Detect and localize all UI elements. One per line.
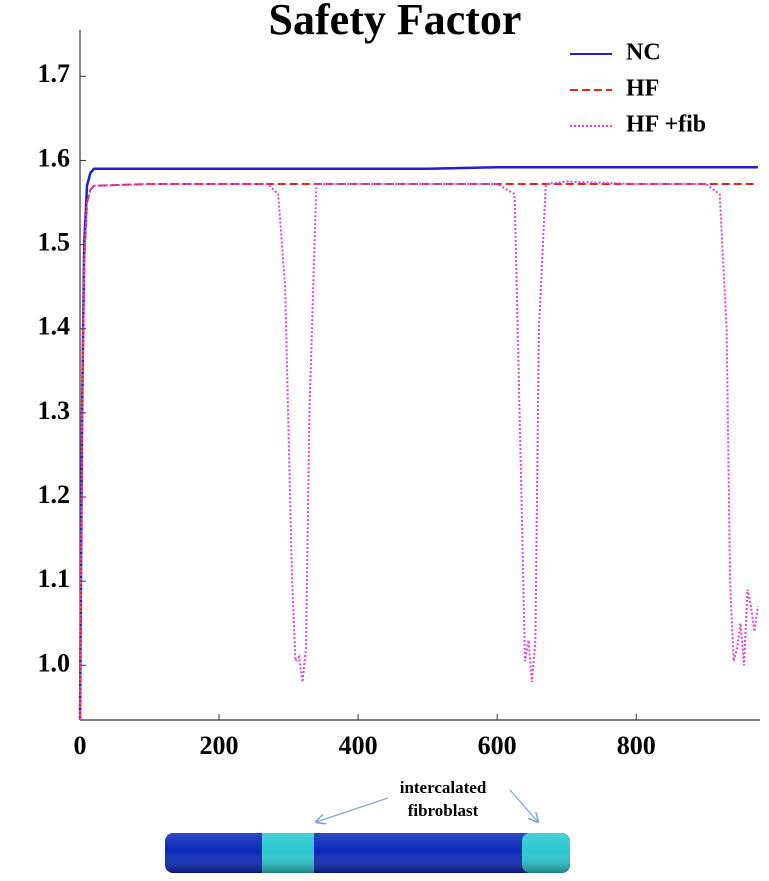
series-line [78,165,758,721]
y-tick-label: 1.6 [38,143,71,172]
series-line [79,180,759,721]
annotation: intercalated [400,778,487,797]
x-tick-label: 800 [617,731,656,760]
annotation: fibroblast [408,801,479,820]
series-line [79,183,758,721]
legend-label: NC [626,40,661,66]
x-tick-label: 600 [478,731,517,760]
x-tick-label: 200 [200,731,239,760]
y-tick-label: 1.0 [38,648,71,677]
y-tick-label: 1.5 [38,228,71,257]
cylinder [165,789,570,873]
y-tick-label: 1.4 [38,312,71,341]
chart-title: Safety Factor [269,0,522,44]
plot-area: 1.0 1.1 1.2 1.3 1.4 1.5 1.6 1.7 0 200 400 600 800 [38,30,760,760]
x-tick-label: 400 [339,731,378,760]
legend-label: HF [626,76,659,102]
legend-label: HF +fib [626,112,706,138]
y-tick-label: 1.2 [38,480,71,509]
y-tick-label: 1.1 [38,564,71,593]
y-tick-label: 1.7 [38,59,71,88]
x-tick-label: 0 [74,731,87,760]
y-tick-label: 1.3 [38,396,71,425]
